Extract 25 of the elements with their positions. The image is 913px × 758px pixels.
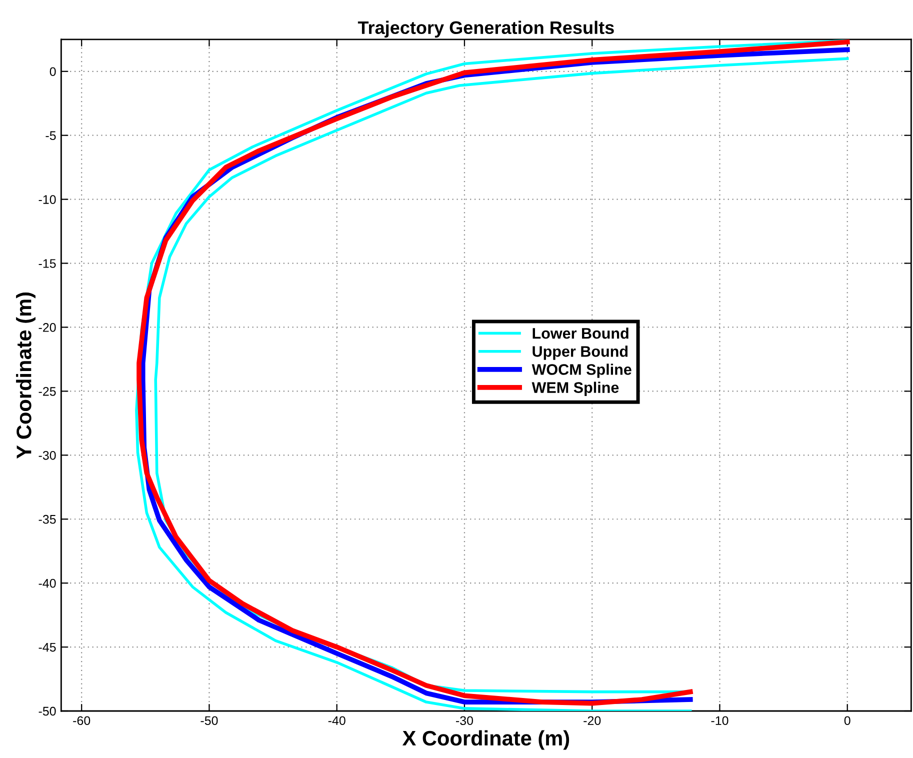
x-tick-label: -60 bbox=[73, 716, 90, 726]
y-tick-label: -5 bbox=[46, 131, 56, 140]
x-tick-label: -50 bbox=[200, 716, 218, 726]
legend-label: Upper Bound bbox=[532, 346, 628, 360]
x-tick-label: -10 bbox=[711, 716, 728, 726]
y-tick-label: -25 bbox=[38, 387, 56, 396]
x-tick-label: -40 bbox=[328, 716, 346, 726]
x-axis-title: X Coordinate (m) bbox=[402, 730, 570, 750]
y-tick-label: -15 bbox=[38, 259, 56, 268]
y-tick-label: -20 bbox=[38, 323, 56, 332]
y-tick-label: -35 bbox=[38, 514, 56, 524]
x-tick-label: -30 bbox=[456, 716, 474, 726]
y-axis-title: Y Coordinate (m) bbox=[16, 292, 36, 459]
y-tick-label: 0 bbox=[50, 67, 56, 76]
y-tick-label: -30 bbox=[38, 450, 56, 460]
legend-label: Lower Bound bbox=[532, 328, 628, 339]
chart-title: Trajectory Generation Results bbox=[358, 20, 614, 38]
y-tick-label: -50 bbox=[38, 706, 56, 716]
y-tick-label: -40 bbox=[38, 578, 56, 588]
legend-label: WEM Spline bbox=[532, 382, 619, 396]
y-tick-label: -10 bbox=[38, 195, 56, 204]
x-tick-label: 0 bbox=[844, 716, 850, 726]
legend-label: WOCM Spline bbox=[532, 364, 632, 378]
x-tick-label: -20 bbox=[584, 716, 601, 726]
y-tick-label: -45 bbox=[38, 642, 56, 652]
